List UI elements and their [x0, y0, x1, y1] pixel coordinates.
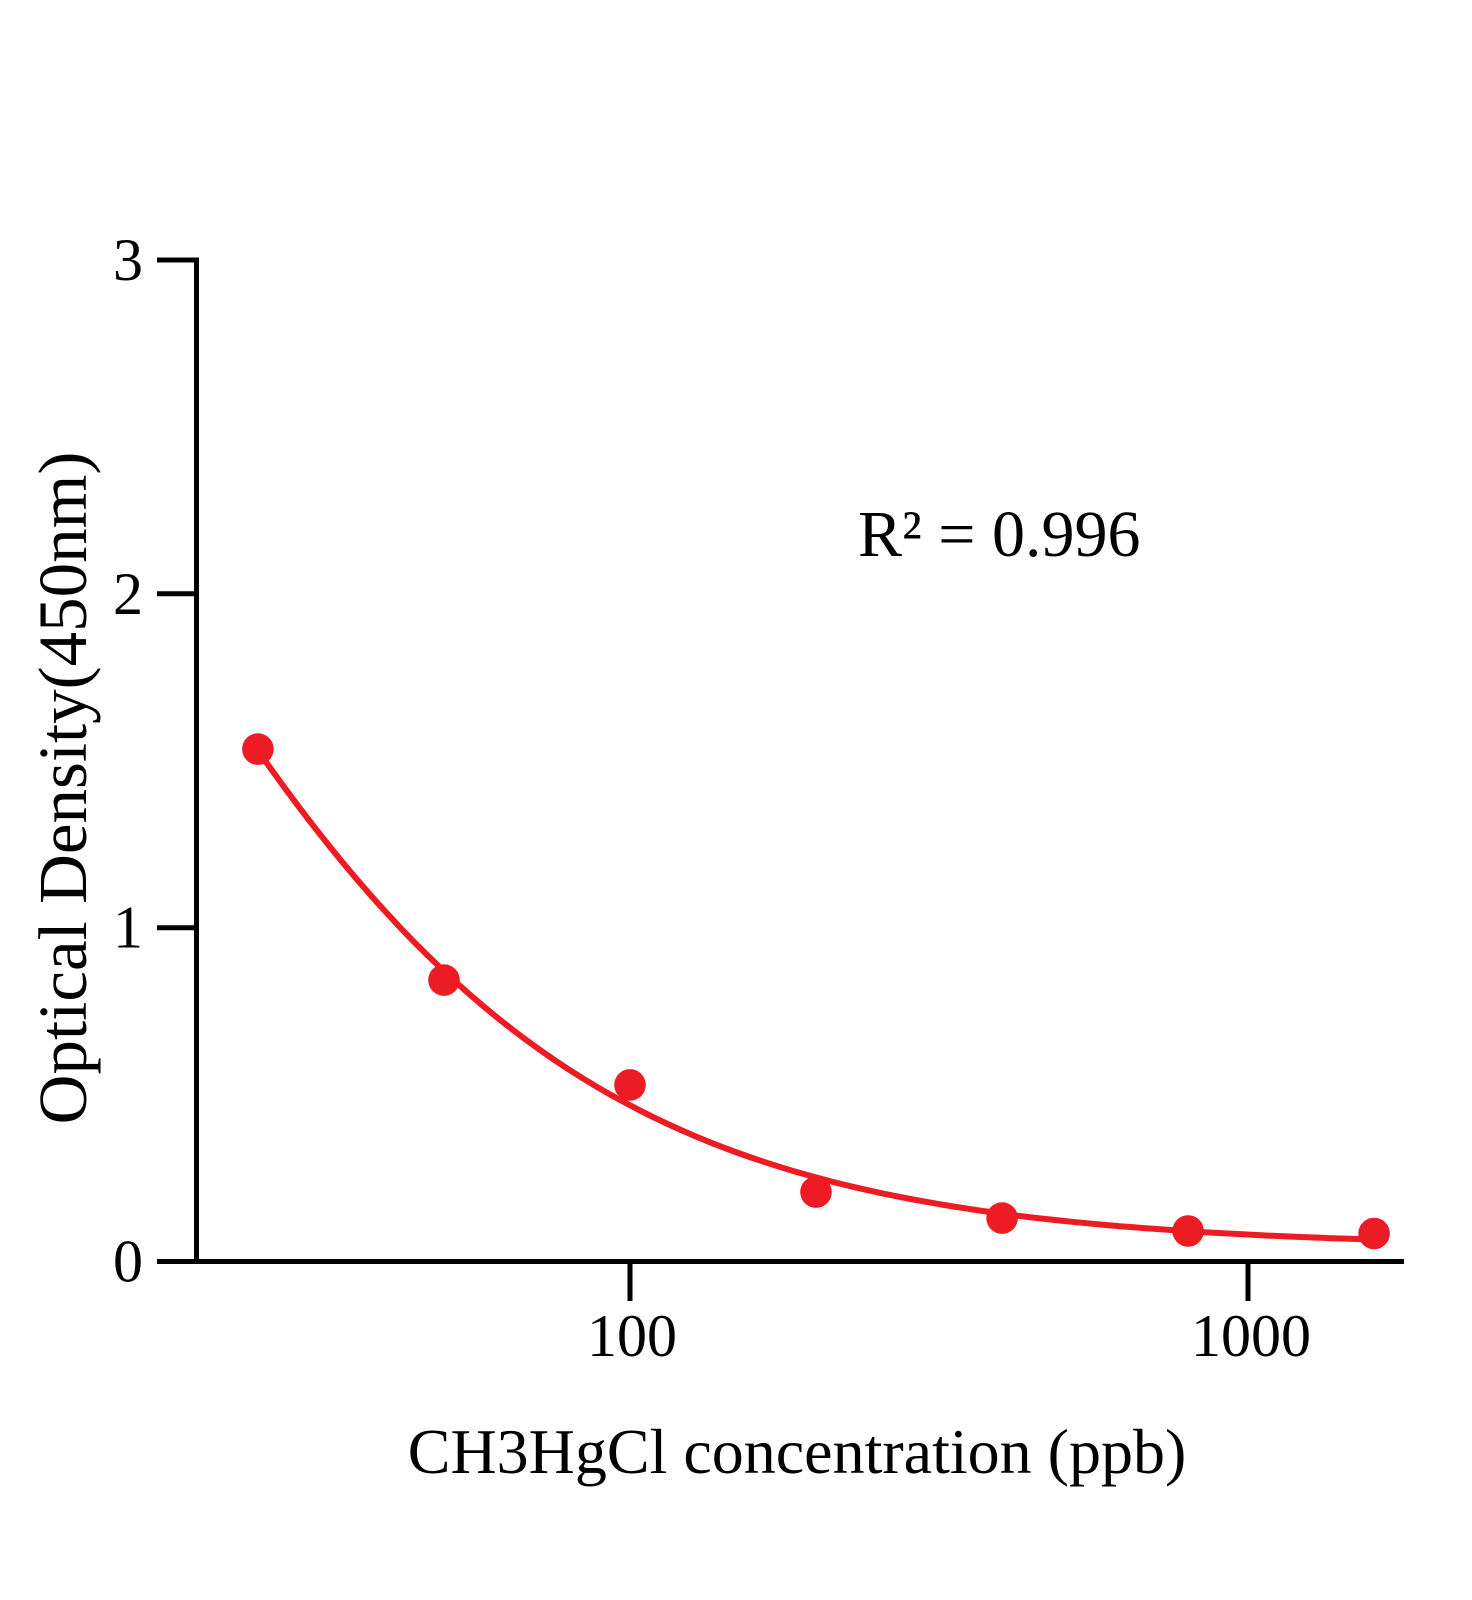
svg-text:Optical Density(450nm): Optical Density(450nm) — [25, 452, 101, 1125]
svg-text:3: 3 — [113, 227, 143, 293]
svg-text:CH3HgCl concentration (ppb): CH3HgCl concentration (ppb) — [408, 1416, 1187, 1487]
svg-text:R² = 0.996: R² = 0.996 — [858, 498, 1141, 571]
svg-text:100: 100 — [587, 1303, 677, 1369]
svg-text:2: 2 — [113, 561, 143, 627]
svg-text:0: 0 — [113, 1229, 143, 1295]
svg-text:1: 1 — [113, 895, 143, 961]
svg-text:1000: 1000 — [1191, 1303, 1311, 1369]
